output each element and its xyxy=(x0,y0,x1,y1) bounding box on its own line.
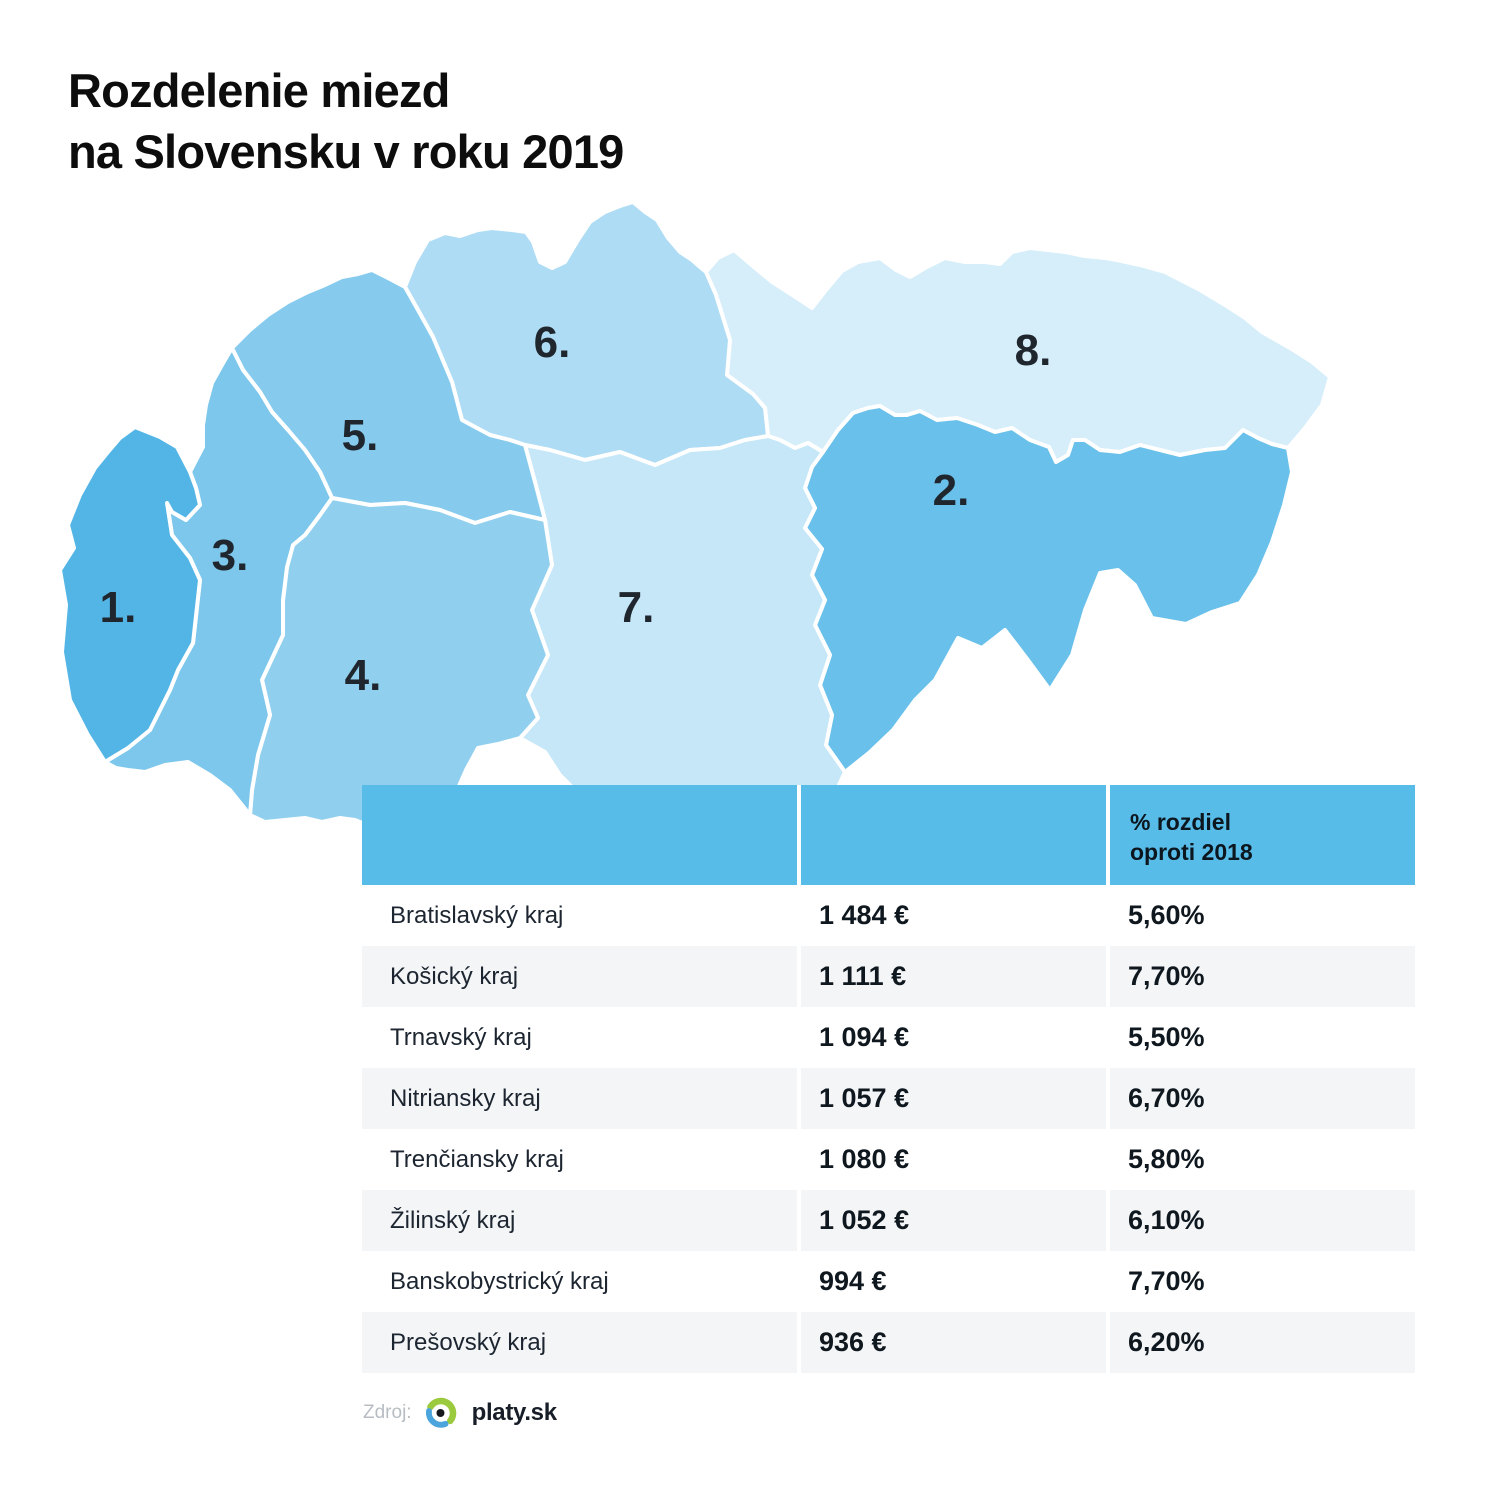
page-title: Rozdelenie miezd na Slovensku v roku 201… xyxy=(68,60,624,182)
cell-wage: 1 484 € xyxy=(801,885,1106,946)
source-footer: Zdroj: platy.sk xyxy=(363,1394,557,1432)
cell-region-name: Košický kraj xyxy=(362,946,797,1007)
logo-center-dot xyxy=(436,1408,445,1418)
logo-blue-arc xyxy=(425,1408,449,1428)
map-region-label-8: 8. xyxy=(1015,326,1052,375)
header-label-percent-diff-line1: % rozdiel xyxy=(1130,809,1231,835)
cell-region-name: Bratislavský kraj xyxy=(362,885,797,946)
map-region-label-3: 3. xyxy=(212,531,249,580)
brand-name: platy.sk xyxy=(471,1399,558,1426)
cell-percent-diff: 5,60% xyxy=(1110,885,1415,946)
cell-percent-diff: 7,70% xyxy=(1110,1251,1415,1312)
header-label-percent-diff-line2: oproti 2018 xyxy=(1130,839,1253,865)
platy-logo-icon xyxy=(425,1397,456,1428)
table-body: Bratislavský kraj 1 484 € 5,60% Košický … xyxy=(362,885,1415,1373)
cell-region-name: Žilinský kraj xyxy=(362,1190,797,1251)
map-region-label-1: 1. xyxy=(100,583,137,632)
table-header: % rozdiel oproti 2018 xyxy=(362,785,1415,885)
header-cell-percent-diff: % rozdiel oproti 2018 xyxy=(1110,785,1415,885)
map-region-label-7: 7. xyxy=(618,583,655,632)
cell-percent-diff: 7,70% xyxy=(1110,946,1415,1007)
table-row: Košický kraj 1 111 € 7,70% xyxy=(362,946,1415,1007)
header-cell-wage xyxy=(801,785,1106,885)
map-region-bratislavsky xyxy=(58,425,202,764)
slovakia-choropleth-map: 1. 2. 3. 4. 5. 6. 7. 8. xyxy=(58,200,1332,852)
table-row: Trnavský kraj 1 094 € 5,50% xyxy=(362,1007,1415,1068)
map-region-label-5: 5. xyxy=(342,411,379,460)
table-row: Banskobystrický kraj 994 € 7,70% xyxy=(362,1251,1415,1312)
cell-wage: 936 € xyxy=(801,1312,1106,1373)
table-row: Nitriansky kraj 1 057 € 6,70% xyxy=(362,1068,1415,1129)
cell-region-name: Nitriansky kraj xyxy=(362,1068,797,1129)
title-line-2: na Slovensku v roku 2019 xyxy=(68,125,624,178)
map-region-label-4: 4. xyxy=(345,651,382,700)
map-region-label-6: 6. xyxy=(534,318,571,367)
map-region-kosicky xyxy=(803,404,1294,774)
cell-wage: 1 111 € xyxy=(801,946,1106,1007)
cell-region-name: Banskobystrický kraj xyxy=(362,1251,797,1312)
cell-percent-diff: 5,50% xyxy=(1110,1007,1415,1068)
header-label-percent-diff: % rozdiel oproti 2018 xyxy=(1110,785,1415,867)
map-region-nitriansky xyxy=(248,496,554,836)
cell-wage: 1 094 € xyxy=(801,1007,1106,1068)
table-row: Trenčiansky kraj 1 080 € 5,80% xyxy=(362,1129,1415,1190)
wage-table: % rozdiel oproti 2018 Bratislavský kraj … xyxy=(362,785,1415,1373)
table-row: Bratislavský kraj 1 484 € 5,60% xyxy=(362,885,1415,946)
cell-wage: 1 057 € xyxy=(801,1068,1106,1129)
table-row: Žilinský kraj 1 052 € 6,10% xyxy=(362,1190,1415,1251)
cell-percent-diff: 6,70% xyxy=(1110,1068,1415,1129)
cell-wage: 1 080 € xyxy=(801,1129,1106,1190)
cell-percent-diff: 6,10% xyxy=(1110,1190,1415,1251)
cell-percent-diff: 5,80% xyxy=(1110,1129,1415,1190)
table-row: Prešovský kraj 936 € 6,20% xyxy=(362,1312,1415,1373)
cell-region-name: Trnavský kraj xyxy=(362,1007,797,1068)
logo-green-arc xyxy=(426,1397,456,1425)
cell-wage: 994 € xyxy=(801,1251,1106,1312)
cell-region-name: Trenčiansky kraj xyxy=(362,1129,797,1190)
map-region-label-2: 2. xyxy=(933,466,970,515)
header-cell-region xyxy=(362,785,797,885)
title-line-1: Rozdelenie miezd xyxy=(68,64,450,117)
cell-percent-diff: 6,20% xyxy=(1110,1312,1415,1373)
cell-region-name: Prešovský kraj xyxy=(362,1312,797,1373)
cell-wage: 1 052 € xyxy=(801,1190,1106,1251)
source-label: Zdroj: xyxy=(363,1402,412,1423)
